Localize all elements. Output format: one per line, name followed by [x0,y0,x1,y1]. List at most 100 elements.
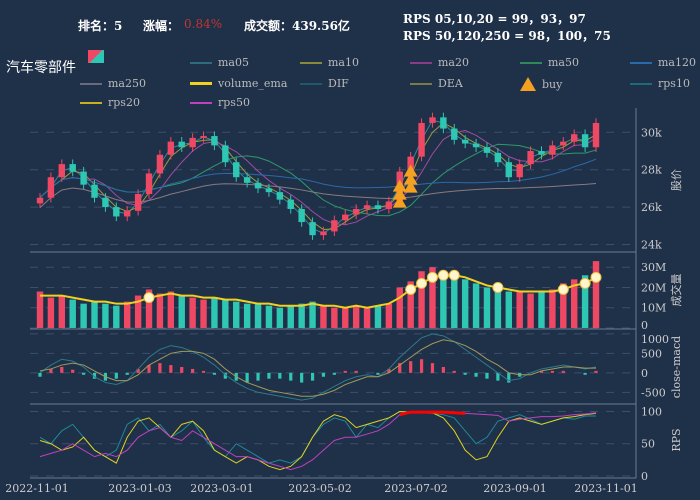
volume-bar [418,271,425,328]
volume-bar [69,299,76,328]
volume-bar [538,291,545,328]
volume-ema-marker [448,269,460,281]
legend-DEA[interactable]: DEA [410,77,463,90]
volume-bar [145,289,153,328]
macd-bar [71,369,75,373]
buy-signal-icon [392,187,407,200]
candle [570,134,578,142]
macd-bar [550,370,554,373]
legend-label: rps10 [658,77,690,90]
macd-bar [441,367,445,373]
line-icon [520,61,542,64]
legend-DIF[interactable]: DIF [300,77,349,90]
legend-rps50[interactable]: rps50 [190,96,250,109]
candle [581,134,589,148]
macd-bar [398,363,402,373]
legend-ma05[interactable]: ma05 [190,56,249,69]
macd-bar [452,370,456,373]
candle [200,136,207,138]
triangle-icon [520,77,536,91]
legend-ma10[interactable]: ma10 [300,56,359,69]
rps-high-line [399,410,466,417]
legend-label: ma10 [328,56,359,69]
ma250-line [39,182,597,209]
candle [331,220,338,232]
legend-volume_ema[interactable]: volume_ema [190,77,287,90]
volume-bar [494,289,502,328]
candle [222,145,229,163]
macd-bar [223,372,227,379]
buy-signal-icon [403,164,418,177]
volume-bar [200,299,207,328]
volume-bar [254,303,262,328]
legend-rps20[interactable]: rps20 [80,96,140,109]
legend-ma250[interactable]: ma250 [80,77,146,90]
rank: 排名：5 [78,19,123,33]
line-icon [190,61,212,64]
candle [298,208,305,223]
legend-label: DIF [328,77,349,90]
y-tick-label: 20M [641,281,666,294]
volume-bar [451,275,458,328]
candle [309,222,316,236]
candle [145,173,153,195]
volume-bar [407,281,414,328]
legend-label: ma20 [438,56,469,69]
buy-signal-icon [403,172,418,185]
volume-bar [461,279,469,328]
macd-bar [376,372,380,375]
macd-bar [60,367,64,373]
macd-bar [300,372,304,383]
volume-bar [124,301,131,328]
volume-bar [58,295,66,328]
volume-bar [36,291,44,328]
candle [483,147,491,153]
candle [167,141,175,155]
volume-ema-marker [416,277,428,289]
candle [124,210,131,217]
candle [418,122,425,157]
volume-bar [342,307,349,328]
legend-ma20[interactable]: ma20 [410,56,469,69]
legend-ma50[interactable]: ma50 [520,56,579,69]
buy-signal-icon [403,180,418,193]
candle [560,141,567,146]
change-value: 0.84% [184,17,223,31]
candle [549,145,556,155]
candle [287,199,294,209]
buy-signal-icon [392,179,407,192]
line-icon [630,61,652,64]
macd-bar [125,372,129,375]
amount: 成交额：439.56亿 [244,19,350,33]
legend-buy[interactable]: buy [520,77,562,91]
macd-bar [419,359,424,373]
candle [342,214,349,221]
macd-bar [82,372,86,375]
candle [352,208,360,215]
chart-title: 汽车零部件 [6,60,76,76]
volume-ema-marker [579,277,591,289]
ma10-line [39,122,597,231]
macd-bar [485,372,489,379]
candle-legend-icon[interactable] [88,50,104,63]
y-tick-label: 10M [641,302,666,315]
legend-label: ma250 [108,77,146,90]
y-tick-label: 100 [641,405,662,418]
legend-label: buy [542,77,563,91]
legend-label: ma120 [658,56,696,69]
volume-bar [156,293,164,328]
candle [58,164,66,178]
candle [254,182,262,189]
macd-bar [430,363,435,373]
rps-long: RPS 50,120,250 = 98，100，75 [403,29,611,43]
legend-ma120[interactable]: ma120 [630,56,696,69]
volume-bar [396,287,403,328]
volume-bar [505,291,512,328]
y-tick-label: 0 [641,319,648,332]
macd-bar [354,370,358,373]
volume-bar [265,305,273,328]
macd-bar [496,372,500,381]
volume-bar [80,303,87,328]
macd-bar [212,372,217,375]
legend-rps10[interactable]: rps10 [630,77,690,90]
